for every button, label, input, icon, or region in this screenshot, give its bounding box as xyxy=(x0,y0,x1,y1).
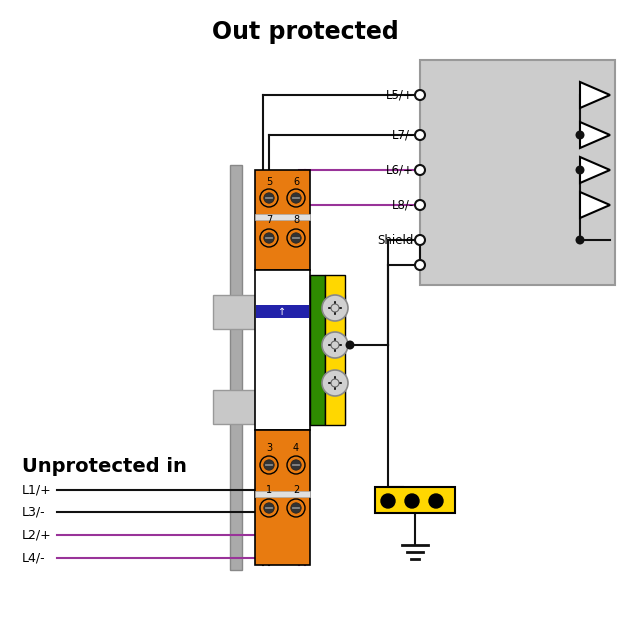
Circle shape xyxy=(415,235,425,245)
Text: 1: 1 xyxy=(266,485,272,495)
Polygon shape xyxy=(580,157,610,183)
Circle shape xyxy=(415,260,425,270)
Text: Unprotected in: Unprotected in xyxy=(22,458,187,477)
Circle shape xyxy=(291,233,301,243)
Text: L7/-: L7/- xyxy=(392,129,414,141)
Circle shape xyxy=(322,332,348,358)
Polygon shape xyxy=(580,192,610,218)
Bar xyxy=(255,270,310,430)
Circle shape xyxy=(287,499,305,517)
Text: L8/-: L8/- xyxy=(392,198,414,211)
Circle shape xyxy=(322,370,348,396)
Bar xyxy=(230,165,242,570)
Circle shape xyxy=(575,131,584,140)
Circle shape xyxy=(331,341,339,349)
Bar xyxy=(420,60,615,285)
Circle shape xyxy=(575,236,584,244)
Text: 2: 2 xyxy=(293,485,299,495)
Circle shape xyxy=(260,189,278,207)
Text: ↑: ↑ xyxy=(278,307,287,317)
Text: L1/+: L1/+ xyxy=(22,483,52,497)
Text: L6/+: L6/+ xyxy=(386,163,414,177)
Circle shape xyxy=(264,193,274,204)
Circle shape xyxy=(415,90,425,100)
Circle shape xyxy=(260,456,278,474)
Text: 4: 4 xyxy=(293,443,299,453)
Circle shape xyxy=(264,503,274,513)
Circle shape xyxy=(429,494,443,508)
Text: L5/+: L5/+ xyxy=(387,88,414,102)
Circle shape xyxy=(415,165,425,175)
Circle shape xyxy=(346,340,355,349)
Bar xyxy=(310,275,325,425)
Bar xyxy=(325,275,345,425)
Bar xyxy=(255,214,310,220)
Circle shape xyxy=(331,304,339,312)
Circle shape xyxy=(381,494,395,508)
Bar xyxy=(255,430,310,565)
Text: 5: 5 xyxy=(266,177,272,187)
Text: 3: 3 xyxy=(266,443,272,453)
Bar xyxy=(213,390,345,424)
Bar xyxy=(255,170,310,270)
Bar xyxy=(213,295,345,329)
Text: L3/-: L3/- xyxy=(22,506,45,518)
Circle shape xyxy=(331,379,339,387)
Circle shape xyxy=(264,233,274,243)
Circle shape xyxy=(405,494,419,508)
Polygon shape xyxy=(580,82,610,108)
Text: 7: 7 xyxy=(266,215,272,225)
Circle shape xyxy=(287,456,305,474)
Bar xyxy=(256,305,309,318)
Text: Shield: Shield xyxy=(378,234,414,246)
Text: Out protected: Out protected xyxy=(212,20,398,44)
Circle shape xyxy=(575,166,584,175)
Circle shape xyxy=(260,229,278,247)
Text: L4/-: L4/- xyxy=(22,552,45,564)
Bar xyxy=(375,487,455,513)
Circle shape xyxy=(264,460,274,470)
Circle shape xyxy=(287,189,305,207)
Circle shape xyxy=(415,200,425,210)
Circle shape xyxy=(415,130,425,140)
Polygon shape xyxy=(580,122,610,148)
Circle shape xyxy=(287,229,305,247)
Text: 6: 6 xyxy=(293,177,299,187)
Text: L2/+: L2/+ xyxy=(22,529,52,541)
Circle shape xyxy=(291,503,301,513)
Circle shape xyxy=(291,193,301,204)
Text: 8: 8 xyxy=(293,215,299,225)
Circle shape xyxy=(260,499,278,517)
Circle shape xyxy=(322,295,348,321)
Circle shape xyxy=(291,460,301,470)
Bar xyxy=(255,491,310,497)
